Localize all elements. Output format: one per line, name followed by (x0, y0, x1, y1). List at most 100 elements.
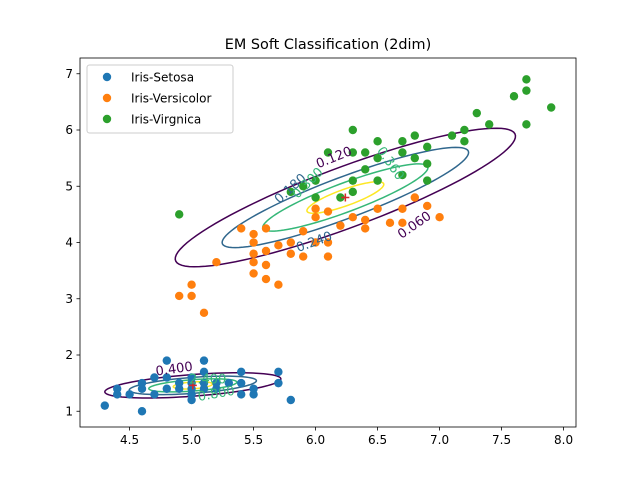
point-0-9 (162, 384, 171, 393)
point-2-20 (410, 131, 419, 140)
point-1-10 (249, 229, 258, 239)
contour-1-level-3 (306, 180, 385, 215)
point-0-4 (137, 407, 147, 416)
point-1-29 (361, 224, 370, 233)
point-1-12 (261, 260, 271, 270)
contour-label-0-1: 2.400 (189, 372, 226, 387)
point-1-33 (398, 218, 407, 228)
x-tick-label-7: 8.0 (554, 433, 573, 447)
point-1-30 (361, 215, 370, 225)
point-0-28 (237, 367, 246, 377)
point-1-23 (311, 204, 320, 213)
point-2-32 (522, 75, 531, 84)
point-2-23 (423, 142, 432, 152)
legend: Iris-Setosa Iris-Versicolor Iris-Virgnica (86, 64, 234, 134)
point-1-35 (410, 193, 419, 202)
legend-label-2: Iris-Virgnica (131, 113, 201, 127)
point-2-22 (423, 159, 432, 168)
y-tick-label-1: 2 (65, 348, 73, 362)
y-tick-label-5: 6 (65, 123, 73, 137)
point-2-28 (485, 120, 494, 129)
point-0-10 (162, 373, 171, 382)
point-0-11 (162, 356, 171, 365)
point-1-20 (299, 227, 308, 236)
point-2-7 (348, 187, 357, 197)
point-1-0 (175, 291, 184, 301)
y-tick-label-2: 3 (65, 292, 73, 306)
point-1-25 (323, 238, 333, 247)
point-0-8 (150, 373, 159, 382)
point-1-31 (373, 204, 382, 213)
legend-label-0: Iris-Setosa (131, 71, 194, 85)
point-0-27 (237, 378, 246, 388)
point-0-26 (237, 390, 246, 399)
x-tick-label-6: 7.5 (492, 433, 511, 447)
point-2-17 (398, 148, 407, 157)
point-2-21 (423, 176, 432, 185)
contour-label-0-2: 0.800 (197, 384, 236, 405)
point-2-14 (373, 153, 382, 163)
point-1-8 (249, 249, 258, 258)
point-0-20 (199, 378, 209, 388)
point-2-5 (323, 148, 333, 157)
point-1-1 (187, 291, 196, 301)
point-1-18 (286, 238, 295, 247)
point-1-15 (274, 280, 283, 289)
point-0-33 (286, 395, 295, 405)
center-marker-0 (188, 381, 197, 390)
point-0-30 (249, 384, 258, 393)
point-1-28 (348, 212, 357, 222)
point-1-14 (261, 224, 271, 233)
legend-marker-0 (102, 72, 112, 82)
legend-marker-1 (102, 93, 112, 103)
point-2-30 (522, 120, 531, 129)
point-2-15 (373, 137, 382, 146)
contour-1-level-0 (174, 127, 517, 268)
point-2-33 (547, 103, 556, 112)
point-1-5 (237, 224, 246, 233)
point-1-36 (423, 201, 432, 211)
point-2-10 (348, 125, 357, 135)
point-2-16 (398, 170, 407, 180)
point-2-8 (348, 176, 357, 185)
point-0-2 (113, 384, 122, 393)
x-tick-label-5: 7.0 (430, 433, 449, 447)
point-2-25 (460, 137, 469, 146)
point-2-9 (348, 148, 357, 157)
point-0-0 (100, 401, 110, 410)
point-0-7 (150, 390, 159, 399)
point-2-27 (472, 108, 481, 118)
point-1-9 (249, 238, 258, 247)
point-2-4 (311, 176, 320, 185)
point-1-24 (323, 252, 333, 261)
point-1-4 (212, 257, 221, 267)
point-2-31 (522, 86, 531, 95)
y-tick-label-4: 5 (65, 179, 73, 193)
contour-label-0-0: 0.400 (155, 360, 194, 380)
point-0-32 (274, 367, 283, 377)
point-1-2 (187, 280, 196, 289)
point-2-29 (509, 92, 519, 101)
point-1-13 (261, 246, 271, 256)
point-1-19 (299, 252, 308, 261)
point-1-11 (261, 274, 271, 284)
point-0-3 (125, 390, 134, 399)
point-0-22 (199, 356, 209, 365)
x-axis: 4.5 5.0 5.5 6.0 6.5 7.0 7.5 8.0 (120, 427, 573, 447)
point-1-17 (286, 249, 295, 258)
point-2-12 (361, 148, 370, 157)
x-tick-label-0: 4.5 (120, 433, 139, 447)
point-2-26 (460, 125, 469, 135)
y-tick-label-3: 4 (65, 236, 73, 250)
legend-box (86, 64, 234, 134)
center-markers (188, 193, 350, 390)
point-1-7 (249, 257, 258, 267)
point-2-11 (361, 165, 370, 174)
point-1-6 (249, 269, 258, 278)
point-0-18 (187, 373, 196, 382)
point-0-25 (224, 378, 233, 388)
point-1-26 (323, 207, 333, 216)
point-2-2 (299, 182, 308, 191)
point-2-13 (373, 176, 382, 185)
